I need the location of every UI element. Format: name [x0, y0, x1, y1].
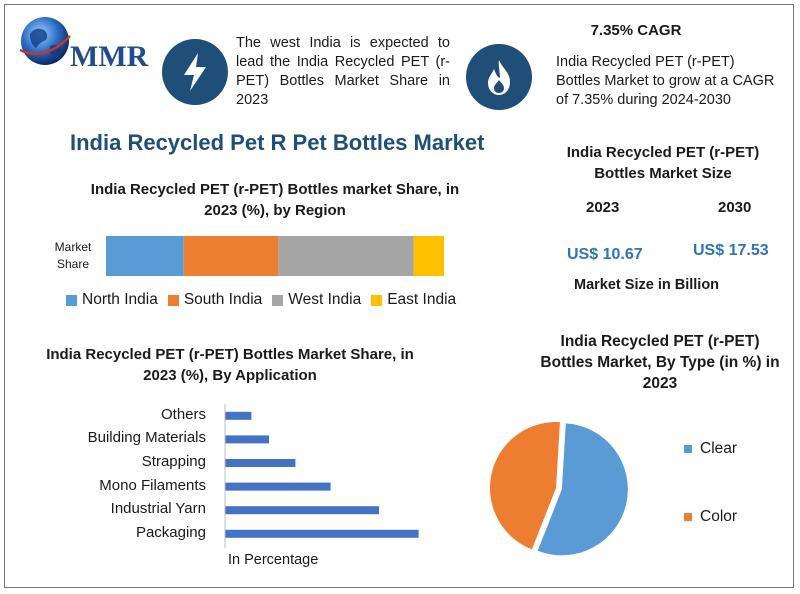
- value-2030: US$ 17.53: [693, 242, 769, 259]
- category-label: Industrial Yarn: [110, 500, 206, 518]
- legend-west-india: West India: [272, 291, 361, 309]
- application-chart-title: India Recycled PET (r-PET) Bottles Marke…: [46, 346, 414, 384]
- lightning-icon: [184, 53, 206, 91]
- bar-building-materials: [225, 435, 269, 444]
- bar-mono-filaments: [225, 482, 331, 491]
- infographic-frame: [4, 4, 794, 588]
- category-label: Mono Filaments: [99, 476, 206, 494]
- category-label: Others: [160, 405, 206, 423]
- region-chart-title: India Recycled PET (r-PET) Bottles marke…: [90, 181, 460, 219]
- application-categories: Others Building Materials Strapping Mono Fi…: [26, 404, 206, 548]
- legend-swatch: [371, 294, 383, 306]
- legend-label: East India: [387, 291, 457, 308]
- globe-icon: [19, 17, 71, 65]
- pie-legend-clear: Clear: [684, 440, 737, 458]
- legend-swatch: [66, 294, 77, 306]
- info-left-text: The west India is expected to lead the I…: [236, 35, 450, 108]
- bar-strapping: [225, 459, 296, 467]
- legend-east-india: East India: [371, 291, 456, 309]
- year-2030: 2030: [718, 199, 752, 216]
- year-2023: 2023: [586, 199, 620, 216]
- pie-slice-color: [490, 422, 560, 550]
- clear-label: Clear: [700, 440, 738, 457]
- region-stacked-bar: [106, 236, 444, 276]
- region-bar-south-india: [183, 236, 279, 276]
- bar-industrial-yarn: [225, 506, 379, 515]
- legend-label: South India: [183, 291, 263, 308]
- application-x-label: In Percentage: [228, 552, 319, 568]
- market-size-title: India Recycled PET (r-PET) Bottles Marke…: [566, 144, 760, 182]
- region-legend: North India South India West India East Ind…: [66, 291, 466, 311]
- pie-legend-color: Color: [684, 508, 737, 526]
- info-right-circle: [466, 44, 532, 110]
- value-2023: US$ 10.67: [567, 246, 643, 263]
- logo-text: MMR: [70, 40, 149, 73]
- cagr-heading: 7.35% CAGR: [590, 22, 682, 39]
- clear-swatch: [684, 445, 692, 453]
- bar-others: [225, 411, 252, 420]
- region-bar-north-india: [106, 236, 184, 276]
- legend-swatch: [167, 294, 179, 306]
- category-label: Strapping: [141, 453, 206, 470]
- flame-icon: [488, 60, 510, 95]
- info-right-text: India Recycled PET (r-PET) Bottles Marke…: [556, 54, 775, 108]
- region-category-label: Market Share: [54, 240, 92, 271]
- market-size-caption: Market Size in Billion: [574, 277, 720, 293]
- legend-label: North India: [82, 291, 158, 308]
- type-chart-title: India Recycled PET (r-PET) Bottles Marke…: [540, 333, 780, 392]
- legend-south-india: South India: [167, 291, 263, 309]
- legend-swatch: [272, 294, 284, 306]
- category-label: Building Materials: [87, 429, 206, 447]
- color-swatch: [684, 513, 692, 521]
- legend-label: West India: [288, 291, 362, 308]
- type-pie-chart: [490, 422, 628, 556]
- info-left-circle: [162, 39, 228, 105]
- logo: MMR: [14, 12, 154, 73]
- region-bar-west-india: [278, 236, 414, 276]
- pie-slice-clear: [537, 423, 628, 556]
- legend-north-india: North India: [66, 291, 158, 309]
- bar-packaging: [225, 529, 419, 538]
- category-label: Packaging: [135, 523, 206, 541]
- region-bar-east-india: [413, 236, 444, 276]
- main-title: India Recycled Pet R Pet Bottles Market: [70, 130, 485, 155]
- color-label: Color: [700, 508, 738, 525]
- application-bar-chart: [224, 404, 419, 548]
